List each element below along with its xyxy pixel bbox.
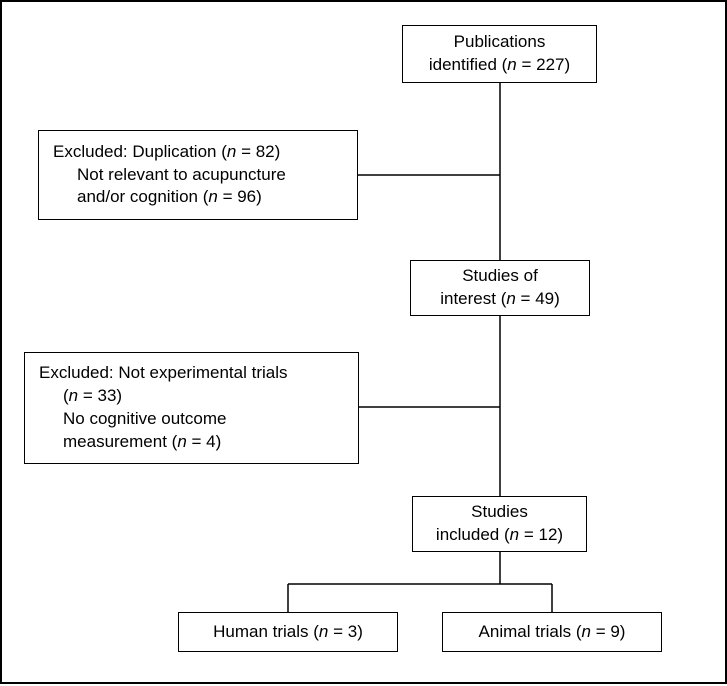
node-studies-interest: Studies of interest (n = 49) xyxy=(410,260,590,316)
node-text: No cognitive outcome xyxy=(39,408,226,431)
flowchart-frame: Publications identified (n = 227) Exclud… xyxy=(0,0,727,684)
node-text: Publications xyxy=(454,31,546,54)
node-exclusion-2: Excluded: Not experimental trials (n = 3… xyxy=(24,352,359,464)
node-human-trials: Human trials (n = 3) xyxy=(178,612,398,652)
node-text: Studies of xyxy=(462,265,538,288)
node-text: Excluded: Not experimental trials xyxy=(39,362,288,385)
node-text: included (n = 12) xyxy=(436,524,563,547)
node-text: (n = 33) xyxy=(39,385,122,408)
node-text: and/or cognition (n = 96) xyxy=(53,186,262,209)
node-text: Animal trials (n = 9) xyxy=(479,621,626,644)
node-text: interest (n = 49) xyxy=(440,288,560,311)
node-text: Not relevant to acupuncture xyxy=(53,164,286,187)
node-text: measurement (n = 4) xyxy=(39,431,221,454)
node-studies-included: Studies included (n = 12) xyxy=(412,496,587,552)
node-text: Human trials (n = 3) xyxy=(213,621,363,644)
connector-lines xyxy=(2,2,727,686)
node-text: identified (n = 227) xyxy=(429,54,570,77)
node-exclusion-1: Excluded: Duplication (n = 82) Not relev… xyxy=(38,130,358,220)
node-publications: Publications identified (n = 227) xyxy=(402,25,597,83)
node-animal-trials: Animal trials (n = 9) xyxy=(442,612,662,652)
node-text: Studies xyxy=(471,501,528,524)
node-text: Excluded: Duplication (n = 82) xyxy=(53,141,280,164)
